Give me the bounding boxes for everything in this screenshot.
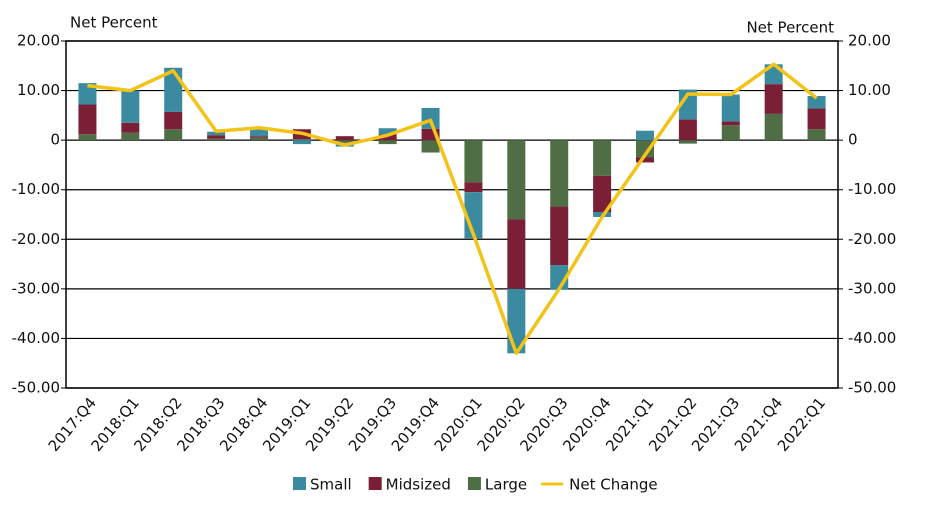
bar-segment <box>207 135 226 139</box>
bar-segment <box>207 131 226 136</box>
bar-segment <box>378 140 397 145</box>
bar-segment <box>250 128 268 137</box>
y-tick-label: -10.00 <box>12 180 60 198</box>
bar-segment <box>464 140 483 183</box>
bar-segment <box>764 84 783 114</box>
bar-segment <box>378 128 397 135</box>
bar-segment <box>121 132 140 141</box>
y-tick-label: -50.00 <box>12 379 60 397</box>
bar-segment <box>507 140 526 220</box>
y2-axis-title: Net Percent <box>746 19 834 37</box>
bar-segment <box>292 140 311 145</box>
bar-segment <box>636 130 654 141</box>
bar-segment <box>421 107 440 129</box>
y-tick-label: 20.00 <box>17 32 60 50</box>
bar-segment <box>593 175 612 213</box>
bar-segment <box>721 94 740 122</box>
y2-tick-label: -30.00 <box>848 279 896 297</box>
bar-segment <box>721 125 740 141</box>
bar-segment <box>292 139 311 141</box>
bar-segment <box>78 104 97 135</box>
bar-segment <box>121 122 140 133</box>
bar-segment <box>678 89 697 120</box>
bar-segment <box>121 90 140 123</box>
legend-label: Net Change <box>569 476 658 494</box>
y-tick-label: -40.00 <box>12 329 60 347</box>
bar-segment <box>421 128 440 141</box>
y2-tick-label: -20.00 <box>848 230 896 248</box>
y-tick-label: -20.00 <box>12 230 60 248</box>
line-series <box>87 62 818 356</box>
bar-segment <box>378 134 397 141</box>
bar-segment <box>764 113 783 141</box>
bar-segment <box>78 83 97 105</box>
y2-tick-label: -50.00 <box>848 379 896 397</box>
bar-segment <box>807 129 826 141</box>
legend-swatch <box>467 477 481 490</box>
bar-segment <box>464 182 483 193</box>
bar-segment <box>78 134 97 141</box>
bar-segment <box>207 138 226 141</box>
bar-segment <box>807 108 826 130</box>
legend-label: Large <box>485 476 527 494</box>
bar-segment <box>636 157 654 163</box>
bar-segment <box>421 140 440 153</box>
bar-segment <box>164 129 183 141</box>
y2-tick-label: 20.00 <box>848 32 891 50</box>
bar-segment <box>550 206 569 266</box>
bar-segment <box>335 136 354 141</box>
y2-tick-label: -40.00 <box>848 329 896 347</box>
legend-swatch <box>368 477 382 490</box>
legend-label: Midsized <box>386 476 451 494</box>
bar-segment <box>678 140 697 144</box>
bar-segment <box>250 136 268 138</box>
bar-segment <box>335 140 354 143</box>
bar-segment <box>250 137 268 141</box>
bar-segment <box>807 96 826 109</box>
y-tick-label: 10.00 <box>17 81 60 99</box>
bar-segment <box>550 140 569 207</box>
y-tick-label: 0 <box>50 131 60 149</box>
y2-tick-label: 10.00 <box>848 81 891 99</box>
legend-label: Small <box>310 476 352 494</box>
bar-segment <box>678 119 697 141</box>
bar-segment <box>636 140 654 158</box>
bar-segment <box>164 111 183 130</box>
y-tick-label: -30.00 <box>12 279 60 297</box>
legend-swatch <box>293 477 306 490</box>
y2-tick-label: 0 <box>848 131 858 149</box>
bar-segment <box>507 219 526 289</box>
y2-tick-label: -10.00 <box>848 180 896 198</box>
bar-segment <box>593 140 612 176</box>
y-axis-title: Net Percent <box>70 14 158 32</box>
bar-segment <box>721 121 740 126</box>
